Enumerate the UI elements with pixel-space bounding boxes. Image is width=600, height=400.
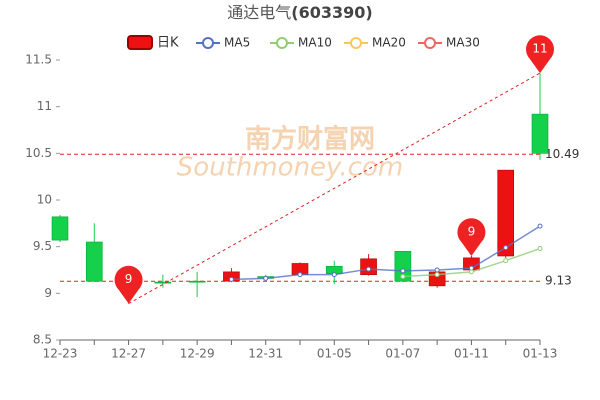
- ma-point: [537, 246, 543, 252]
- legend-swatch: [276, 37, 288, 49]
- legend-label: MA30: [446, 36, 480, 50]
- x-tick-label: 12-31: [248, 347, 283, 361]
- x-tick-label: 01-07: [385, 347, 420, 361]
- legend-swatch: [424, 37, 436, 49]
- x-tick-label: 12-29: [180, 347, 215, 361]
- candle-body: [188, 280, 206, 283]
- ma-point: [228, 276, 234, 282]
- chart-title: 通达电气(603390): [227, 3, 372, 22]
- pin-label: 9: [125, 272, 133, 286]
- y-tick-label: 9.5: [33, 239, 52, 253]
- legend-label: MA20: [372, 36, 406, 50]
- y-tick-label: 11: [37, 99, 52, 113]
- title-name: 通达电气: [227, 3, 291, 22]
- pin-marker: [114, 265, 143, 304]
- pin-marker: [526, 35, 554, 74]
- ma-point: [468, 269, 474, 275]
- title-code: (603390): [291, 3, 372, 22]
- legend-label: MA5: [224, 36, 250, 50]
- x-tick-label: 12-27: [111, 347, 146, 361]
- legend-swatch: [202, 37, 214, 49]
- mark-line-label: 9.13: [545, 274, 572, 288]
- ma-point: [537, 223, 543, 229]
- ma-point: [434, 272, 440, 278]
- watermark-sub: Southmoney.com: [177, 153, 403, 183]
- legend-label: MA10: [298, 36, 332, 50]
- trend-line: [128, 72, 541, 305]
- ma-point: [434, 267, 440, 273]
- legend-swatch: [350, 37, 362, 49]
- mark-line-label: 10.49: [545, 147, 579, 161]
- candle-body: [531, 113, 549, 154]
- candle-body: [51, 216, 69, 241]
- x-tick-label: 01-05: [317, 347, 352, 361]
- watermark: 南方财富网: [245, 124, 375, 155]
- ma-line: [231, 225, 541, 281]
- ma-point: [263, 275, 269, 281]
- ma-point: [366, 266, 372, 272]
- ma-point: [503, 245, 509, 251]
- legend-label: 日K: [157, 36, 179, 51]
- ma-point: [400, 268, 406, 274]
- y-tick-label: 10: [37, 193, 52, 207]
- pin-label: 11: [532, 42, 547, 56]
- y-tick-label: 10.5: [25, 146, 52, 160]
- y-tick-label: 9: [44, 286, 52, 300]
- candle-body: [394, 251, 412, 282]
- x-tick-label: 01-11: [454, 347, 489, 361]
- x-tick-label: 01-13: [523, 347, 558, 361]
- ma-point: [331, 272, 337, 278]
- x-tick-label: 12-23: [43, 347, 78, 361]
- candle-body: [497, 169, 515, 257]
- y-tick-label: 8.5: [33, 333, 52, 347]
- ma-point: [400, 274, 406, 280]
- y-tick-label: 11.5: [25, 53, 52, 67]
- legend-swatch: [127, 35, 153, 50]
- ma-point: [297, 272, 303, 278]
- ma-point: [503, 258, 509, 264]
- candle-body: [85, 241, 103, 282]
- candle-body: [154, 281, 172, 284]
- pin-label: 9: [468, 225, 476, 239]
- pin-marker: [457, 218, 486, 256]
